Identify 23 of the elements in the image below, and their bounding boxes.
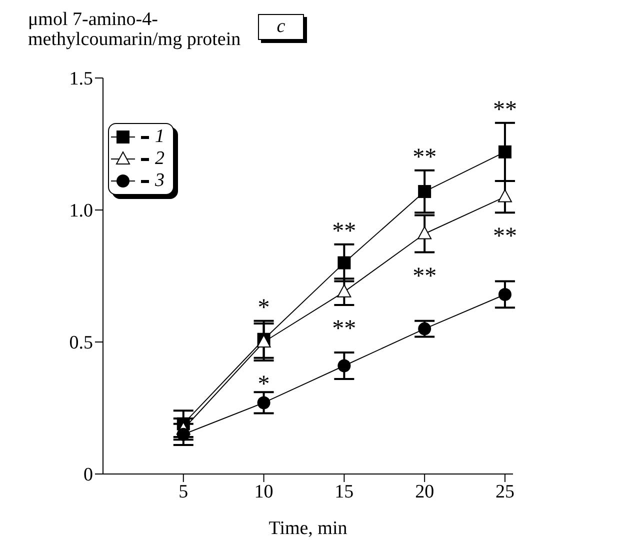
y-tick-label: 0 [84,464,93,486]
data-label: ** [412,263,437,290]
data-label: ** [492,96,517,123]
y-axis-title: μmol 7-amino-4-methylcoumarin/mg protein [28,9,242,50]
x-axis-title: Time, min [268,518,348,539]
legend-label: 1 [141,126,164,148]
x-tick-label: 25 [495,481,514,502]
chart-title: c [258,14,304,40]
legend-label: 2 [141,148,164,170]
x-tick-label: 15 [334,481,354,502]
y-tick-label: 1.0 [69,200,93,222]
data-label: * [258,372,270,398]
data-label: ** [492,224,517,250]
x-tick-label: 5 [178,481,188,502]
data-label: ** [332,218,356,244]
x-tick-label: 20 [415,481,434,502]
data-label: ** [332,316,356,342]
data-label: ** [412,144,437,170]
x-tick-label: 10 [254,481,274,502]
legend-label: 3 [141,170,164,192]
y-tick-label: 0.5 [69,332,93,354]
data-label: * [258,294,270,321]
y-tick-label: 1.5 [69,68,93,90]
